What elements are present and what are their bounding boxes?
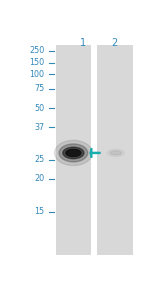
Ellipse shape [110, 151, 122, 155]
Ellipse shape [63, 147, 84, 159]
Text: 15: 15 [34, 207, 44, 216]
Text: 75: 75 [34, 84, 44, 93]
Ellipse shape [59, 144, 88, 162]
Ellipse shape [66, 149, 81, 156]
Ellipse shape [107, 149, 124, 156]
Text: 25: 25 [34, 155, 44, 164]
Text: 250: 250 [29, 47, 44, 55]
Text: 37: 37 [34, 123, 44, 132]
Text: 100: 100 [29, 70, 44, 79]
Text: 20: 20 [34, 174, 44, 183]
Bar [97, 45, 133, 255]
Text: 50: 50 [34, 104, 44, 113]
Bar [56, 45, 91, 255]
Text: 150: 150 [29, 58, 44, 67]
Ellipse shape [54, 140, 92, 166]
Text: 1: 1 [80, 38, 86, 48]
Text: 2: 2 [111, 38, 117, 48]
